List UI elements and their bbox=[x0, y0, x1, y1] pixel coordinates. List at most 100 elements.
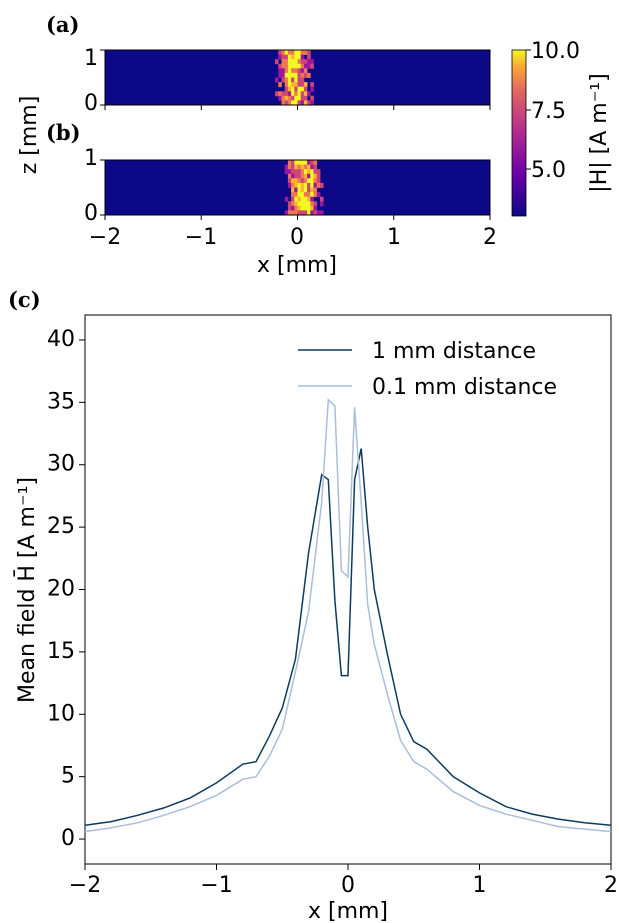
heatmap-b-cell bbox=[310, 205, 314, 211]
heatmap-b-cell bbox=[313, 160, 318, 165]
heatmap-a-ytick-0: 0 bbox=[84, 91, 98, 116]
heatmap-b-cell bbox=[307, 160, 311, 165]
heatmap-b-cell bbox=[307, 205, 311, 211]
heatmap-b-cell bbox=[287, 182, 292, 188]
line-chart-ytick-15: 15 bbox=[47, 639, 75, 664]
heatmap-b-cell bbox=[310, 178, 314, 184]
heatmap-a-cell bbox=[294, 50, 298, 55]
heatmap-b-cell bbox=[291, 210, 295, 216]
series-line-01mm bbox=[84, 398, 612, 833]
heatmap-a-cell bbox=[291, 50, 295, 55]
heatmap-b-cell bbox=[313, 173, 318, 179]
heatmap-b-cell bbox=[316, 192, 321, 198]
heatmap-ylabel: z [mm] bbox=[17, 96, 42, 175]
heatmap-b-cell bbox=[313, 178, 318, 184]
heatmap-b-cell bbox=[316, 210, 321, 216]
heatmap-a-cell bbox=[281, 50, 286, 55]
legend-label-01mm: 0.1 mm distance bbox=[372, 375, 557, 400]
heatmap-a-cell bbox=[300, 82, 305, 88]
heatmap-b-cell bbox=[313, 205, 318, 211]
series-line-1mm bbox=[84, 448, 612, 827]
heatmap-b-cell bbox=[300, 164, 305, 170]
heatmap-b-cell bbox=[303, 178, 308, 184]
heatmap-a-cell bbox=[300, 50, 305, 55]
heatmap-a-cell bbox=[287, 91, 292, 97]
heatmap-b-cell bbox=[300, 196, 305, 202]
heatmap-b-cell bbox=[300, 173, 305, 179]
heatmap-a-cell bbox=[287, 54, 292, 60]
heatmap-b-cell bbox=[316, 182, 321, 188]
heatmap-a-cell bbox=[310, 59, 314, 65]
heatmap-b-cell bbox=[297, 201, 302, 207]
heatmap-b-cell bbox=[294, 210, 298, 216]
heatmap-a-cell bbox=[297, 68, 302, 74]
heatmap-a-cell bbox=[287, 63, 292, 69]
heatmap-b-cell bbox=[303, 201, 308, 207]
heatmap-b-cell bbox=[291, 196, 295, 202]
heatmap-a-cell bbox=[284, 50, 289, 55]
heatmap-a-cell bbox=[297, 54, 302, 60]
heatmap-b-cell bbox=[303, 192, 308, 198]
heatmap-a-cell bbox=[281, 54, 286, 60]
heatmap-b-cell bbox=[316, 169, 321, 175]
heatmap-b-cell bbox=[307, 187, 311, 193]
heatmap-a-cell bbox=[281, 91, 286, 97]
heatmap-a-cell bbox=[281, 95, 286, 101]
heatmap-b-cell bbox=[303, 164, 308, 170]
heatmap-b-cell bbox=[300, 178, 305, 184]
heatmap-a-cell bbox=[300, 77, 305, 83]
colorbar-label-10: 10.0 bbox=[531, 39, 580, 64]
heatmap-a-cell bbox=[300, 54, 305, 60]
heatmap-a-cell bbox=[278, 91, 282, 97]
heatmap-a-cell bbox=[291, 59, 295, 65]
heatmap-a-cell bbox=[284, 91, 289, 97]
heatmap-xtick-1: 1 bbox=[387, 225, 401, 250]
heatmap-b-cell bbox=[297, 182, 302, 188]
heatmap-a-cell bbox=[284, 54, 289, 60]
heatmap-xlabel: x [mm] bbox=[257, 253, 337, 278]
heatmap-b-ytick-0: 0 bbox=[84, 201, 98, 226]
heatmap-a-cell bbox=[291, 54, 295, 60]
heatmap-b-cell bbox=[291, 187, 295, 193]
heatmap-a-cell bbox=[275, 77, 279, 83]
heatmap-b-cell bbox=[297, 173, 302, 179]
heatmap-a-cell bbox=[278, 50, 282, 55]
heatmap-b-cell bbox=[287, 164, 292, 170]
heatmap-b-cell bbox=[297, 164, 302, 170]
heatmap-a-cell bbox=[284, 95, 289, 101]
heatmap-b-cell bbox=[313, 210, 318, 216]
panel-label-c: (c) bbox=[8, 287, 41, 312]
heatmap-a-cell bbox=[297, 95, 302, 101]
heatmap-a-cell bbox=[287, 86, 292, 92]
heatmap-b-cell bbox=[284, 169, 289, 175]
heatmap-a-cell bbox=[294, 59, 298, 65]
heatmap-a-cell bbox=[294, 54, 298, 60]
heatmap-xtick-m1: −1 bbox=[185, 225, 217, 250]
heatmap-a-cell bbox=[300, 100, 305, 106]
heatmap-b-cell bbox=[291, 192, 295, 198]
heatmap-b-cell bbox=[291, 182, 295, 188]
heatmap-b-cell bbox=[284, 164, 289, 170]
heatmap-b-cell bbox=[310, 196, 314, 202]
heatmap-a-cell bbox=[310, 86, 314, 92]
heatmap-a-cell bbox=[307, 50, 311, 55]
heatmap-b-cell bbox=[297, 210, 302, 216]
heatmap-b-cell bbox=[297, 178, 302, 184]
heatmap-a-cell bbox=[297, 100, 302, 106]
heatmap-a-cell bbox=[300, 59, 305, 65]
heatmap-a-cell bbox=[300, 86, 305, 92]
heatmap-a-cell bbox=[287, 50, 292, 55]
heatmap-a-cell bbox=[297, 86, 302, 92]
heatmap-a bbox=[100, 49, 491, 110]
heatmap-b-cell bbox=[297, 160, 302, 165]
heatmap-a-cell bbox=[287, 77, 292, 83]
heatmap-b-cell bbox=[284, 196, 289, 202]
heatmap-a-cell bbox=[297, 59, 302, 65]
heatmap-a-cell bbox=[294, 86, 298, 92]
line-chart-ytick-20: 20 bbox=[47, 577, 75, 602]
heatmap-b-cell bbox=[313, 187, 318, 193]
panel-label-a: (a) bbox=[46, 12, 79, 37]
heatmap-b-cell bbox=[297, 169, 302, 175]
heatmap-b-cell bbox=[320, 201, 324, 207]
